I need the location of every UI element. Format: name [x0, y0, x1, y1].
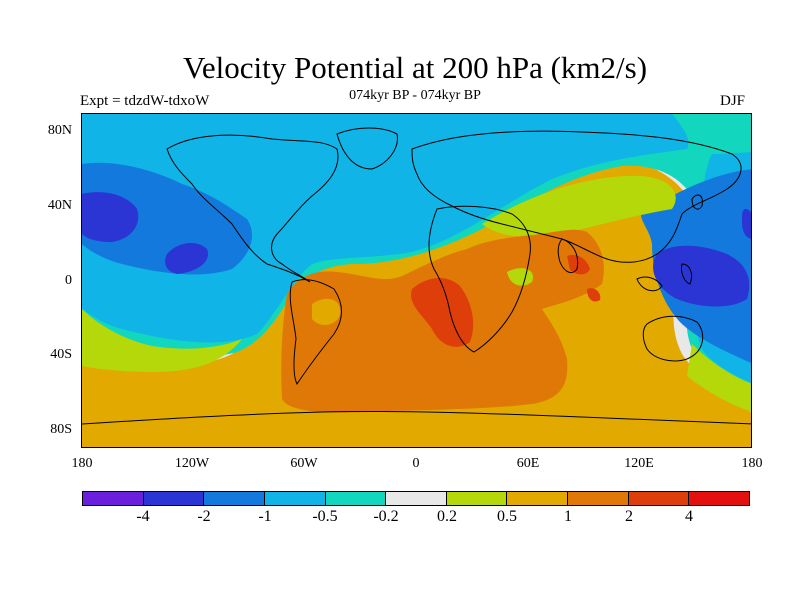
y-tick-40s: 40S	[50, 347, 72, 362]
color-bar	[82, 491, 750, 506]
y-tick-40n: 40N	[47, 198, 72, 213]
x-tick-120w: 120W	[174, 456, 210, 471]
color-bar-segment	[689, 492, 750, 505]
x-tick-180e: 180	[741, 456, 763, 471]
map-title: Velocity Potential at 200 hPa (km2/s)	[182, 50, 648, 85]
color-bar-label: -4	[136, 508, 150, 525]
field-neg2-d	[742, 209, 751, 239]
color-bar-segment	[507, 492, 569, 505]
color-bar-segment	[386, 492, 447, 505]
field-pos02-b	[482, 175, 676, 237]
x-tick-60w: 60W	[290, 456, 318, 471]
map-panel	[81, 113, 752, 448]
field-pos2-c	[587, 288, 601, 302]
field-neg2-a	[82, 192, 139, 242]
color-bar-label: 0.2	[437, 508, 457, 525]
field-pos02-c	[687, 344, 751, 412]
color-bar-label: -0.5	[312, 508, 338, 525]
color-bar-segment	[83, 492, 144, 505]
color-bar-segment	[446, 492, 508, 505]
color-bar-label: 4	[685, 508, 693, 525]
field-pos2-b	[567, 254, 590, 275]
x-tick-60e: 60E	[516, 456, 540, 471]
field-neg05	[82, 114, 751, 384]
field-neg1-a	[82, 162, 252, 275]
y-tick-80s: 80S	[50, 422, 72, 437]
field-pos02-a	[82, 309, 242, 372]
field-neg2-b	[165, 242, 208, 274]
x-tick-0: 0	[412, 456, 420, 471]
experiment-label: Expt = tdzdW-tdxoW	[80, 93, 210, 109]
x-tick-180w: 180	[71, 456, 93, 471]
x-tick-120e: 120E	[624, 456, 654, 471]
velocity-potential-map	[82, 114, 751, 447]
color-bar-label: -1	[258, 508, 272, 525]
color-bar-segment	[568, 492, 629, 505]
y-tick-0: 0	[65, 273, 72, 288]
color-bar-segment	[264, 492, 326, 505]
color-bar-segment	[143, 492, 205, 505]
color-bar-segment	[204, 492, 265, 505]
y-tick-80n: 80N	[47, 123, 72, 138]
color-bar-label: -0.2	[373, 508, 399, 525]
coastlines	[82, 127, 751, 425]
color-bar-segment	[628, 492, 690, 505]
season-label: DJF	[720, 93, 746, 109]
color-bar-label: -2	[197, 508, 211, 525]
field-pos1-hole	[312, 298, 341, 326]
color-bar-label: 2	[625, 508, 633, 525]
color-bar-label: 1	[564, 508, 572, 525]
color-bar-segment	[325, 492, 387, 505]
field-neg2-c	[653, 245, 750, 307]
map-subtitle: 074kyr BP - 074kyr BP	[349, 88, 481, 103]
field-pos2-a	[411, 278, 474, 347]
color-bar-label: 0.5	[497, 508, 517, 525]
